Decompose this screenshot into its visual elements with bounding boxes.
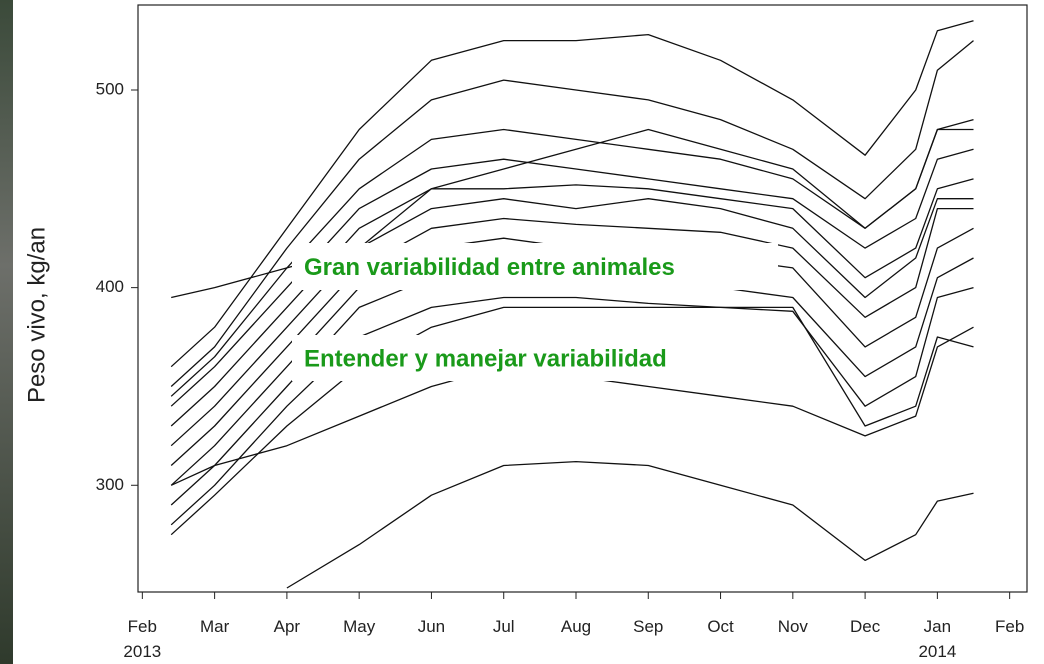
screenshot: Peso vivo, kg/an 300 400 500 Gran variabili… [0, 0, 1044, 664]
y-tick-label: 400 [96, 277, 124, 296]
x-tick-label: Feb 2013 [102, 614, 182, 664]
x-tick-label: Mar [175, 614, 255, 639]
x-tick-label: Feb [970, 614, 1044, 639]
annotation: Gran variabilidad entre animales [304, 254, 675, 281]
x-tick-label: Jul [464, 614, 544, 639]
annotation: Entender y manejar variabilidad [304, 345, 667, 372]
x-tick-label: Jun [391, 614, 471, 639]
y-tick-label: 300 [96, 475, 124, 494]
y-tick-label: 500 [96, 79, 124, 98]
x-tick-label: Aug [536, 614, 616, 639]
x-tick-label: Apr [247, 614, 327, 639]
x-tick-label: Nov [753, 614, 833, 639]
x-tick-label: Dec [825, 614, 905, 639]
x-tick-label: Jan 2014 [897, 614, 977, 664]
chart: Peso vivo, kg/an 300 400 500 Gran variabili… [0, 0, 1044, 664]
x-tick-label: May [319, 614, 399, 639]
x-tick-label: Sep [608, 614, 688, 639]
y-axis-label: Peso vivo, kg/an [23, 227, 50, 403]
x-tick-label: Oct [681, 614, 761, 639]
